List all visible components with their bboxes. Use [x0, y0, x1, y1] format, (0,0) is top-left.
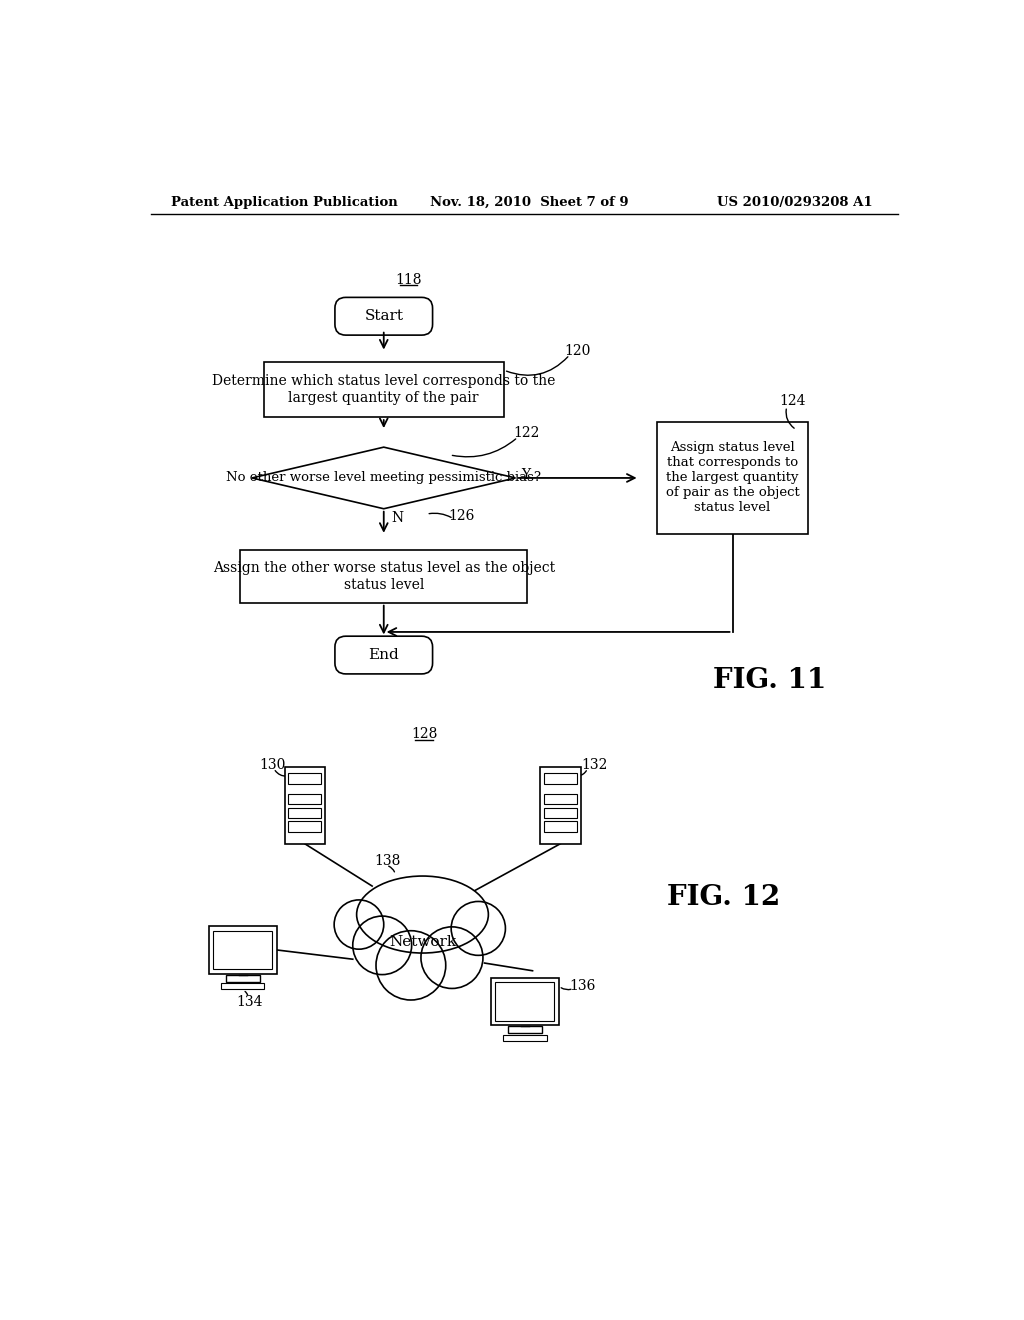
Ellipse shape — [334, 900, 384, 949]
Text: Nov. 18, 2010  Sheet 7 of 9: Nov. 18, 2010 Sheet 7 of 9 — [430, 195, 629, 209]
Text: 126: 126 — [449, 510, 474, 524]
Bar — [490, 978, 559, 1026]
Bar — [544, 793, 577, 804]
Polygon shape — [252, 447, 515, 508]
Text: No other worse level meeting pessimistic bias?: No other worse level meeting pessimistic… — [226, 471, 542, 484]
Bar — [544, 821, 577, 832]
Bar — [285, 767, 325, 843]
Text: US 2010/0293208 A1: US 2010/0293208 A1 — [717, 195, 872, 209]
Text: FIG. 11: FIG. 11 — [713, 667, 826, 694]
Bar — [289, 793, 321, 804]
Ellipse shape — [421, 927, 483, 989]
Bar — [544, 774, 577, 784]
Text: Start: Start — [365, 309, 403, 323]
Text: Assign the other worse status level as the object
status level: Assign the other worse status level as t… — [213, 561, 555, 591]
Text: End: End — [369, 648, 399, 663]
Text: Y: Y — [521, 467, 530, 482]
Bar — [289, 821, 321, 832]
Text: 130: 130 — [260, 758, 286, 772]
Text: 128: 128 — [411, 727, 437, 742]
Text: 124: 124 — [779, 393, 806, 408]
Bar — [657, 422, 808, 533]
Bar — [221, 983, 264, 989]
Text: 138: 138 — [375, 854, 400, 867]
Text: FIG. 12: FIG. 12 — [667, 884, 780, 911]
Ellipse shape — [376, 931, 445, 1001]
Text: 132: 132 — [582, 758, 608, 772]
Text: 122: 122 — [513, 426, 540, 441]
Bar — [209, 927, 276, 974]
Ellipse shape — [352, 916, 412, 974]
Bar — [241, 550, 527, 603]
Text: Determine which status level corresponds to the
largest quantity of the pair: Determine which status level corresponds… — [212, 375, 555, 404]
Ellipse shape — [452, 902, 506, 956]
Bar — [225, 974, 260, 982]
Bar — [496, 982, 554, 1020]
Bar — [508, 1026, 542, 1034]
Text: N: N — [391, 511, 403, 525]
FancyBboxPatch shape — [335, 636, 432, 675]
Bar — [213, 931, 272, 969]
Bar — [544, 808, 577, 818]
Text: Patent Application Publication: Patent Application Publication — [171, 195, 397, 209]
Bar — [289, 808, 321, 818]
Text: Assign status level
that corresponds to
the largest quantity
of pair as the obje: Assign status level that corresponds to … — [666, 441, 800, 515]
Text: 136: 136 — [569, 979, 596, 993]
FancyBboxPatch shape — [335, 297, 432, 335]
Text: 118: 118 — [395, 273, 422, 286]
Text: Network: Network — [389, 936, 456, 949]
Ellipse shape — [356, 876, 488, 953]
Bar — [541, 767, 581, 843]
Text: 134: 134 — [237, 994, 263, 1008]
Bar — [289, 774, 321, 784]
Bar — [263, 362, 504, 417]
Text: 120: 120 — [564, 345, 591, 358]
Bar — [503, 1035, 547, 1040]
